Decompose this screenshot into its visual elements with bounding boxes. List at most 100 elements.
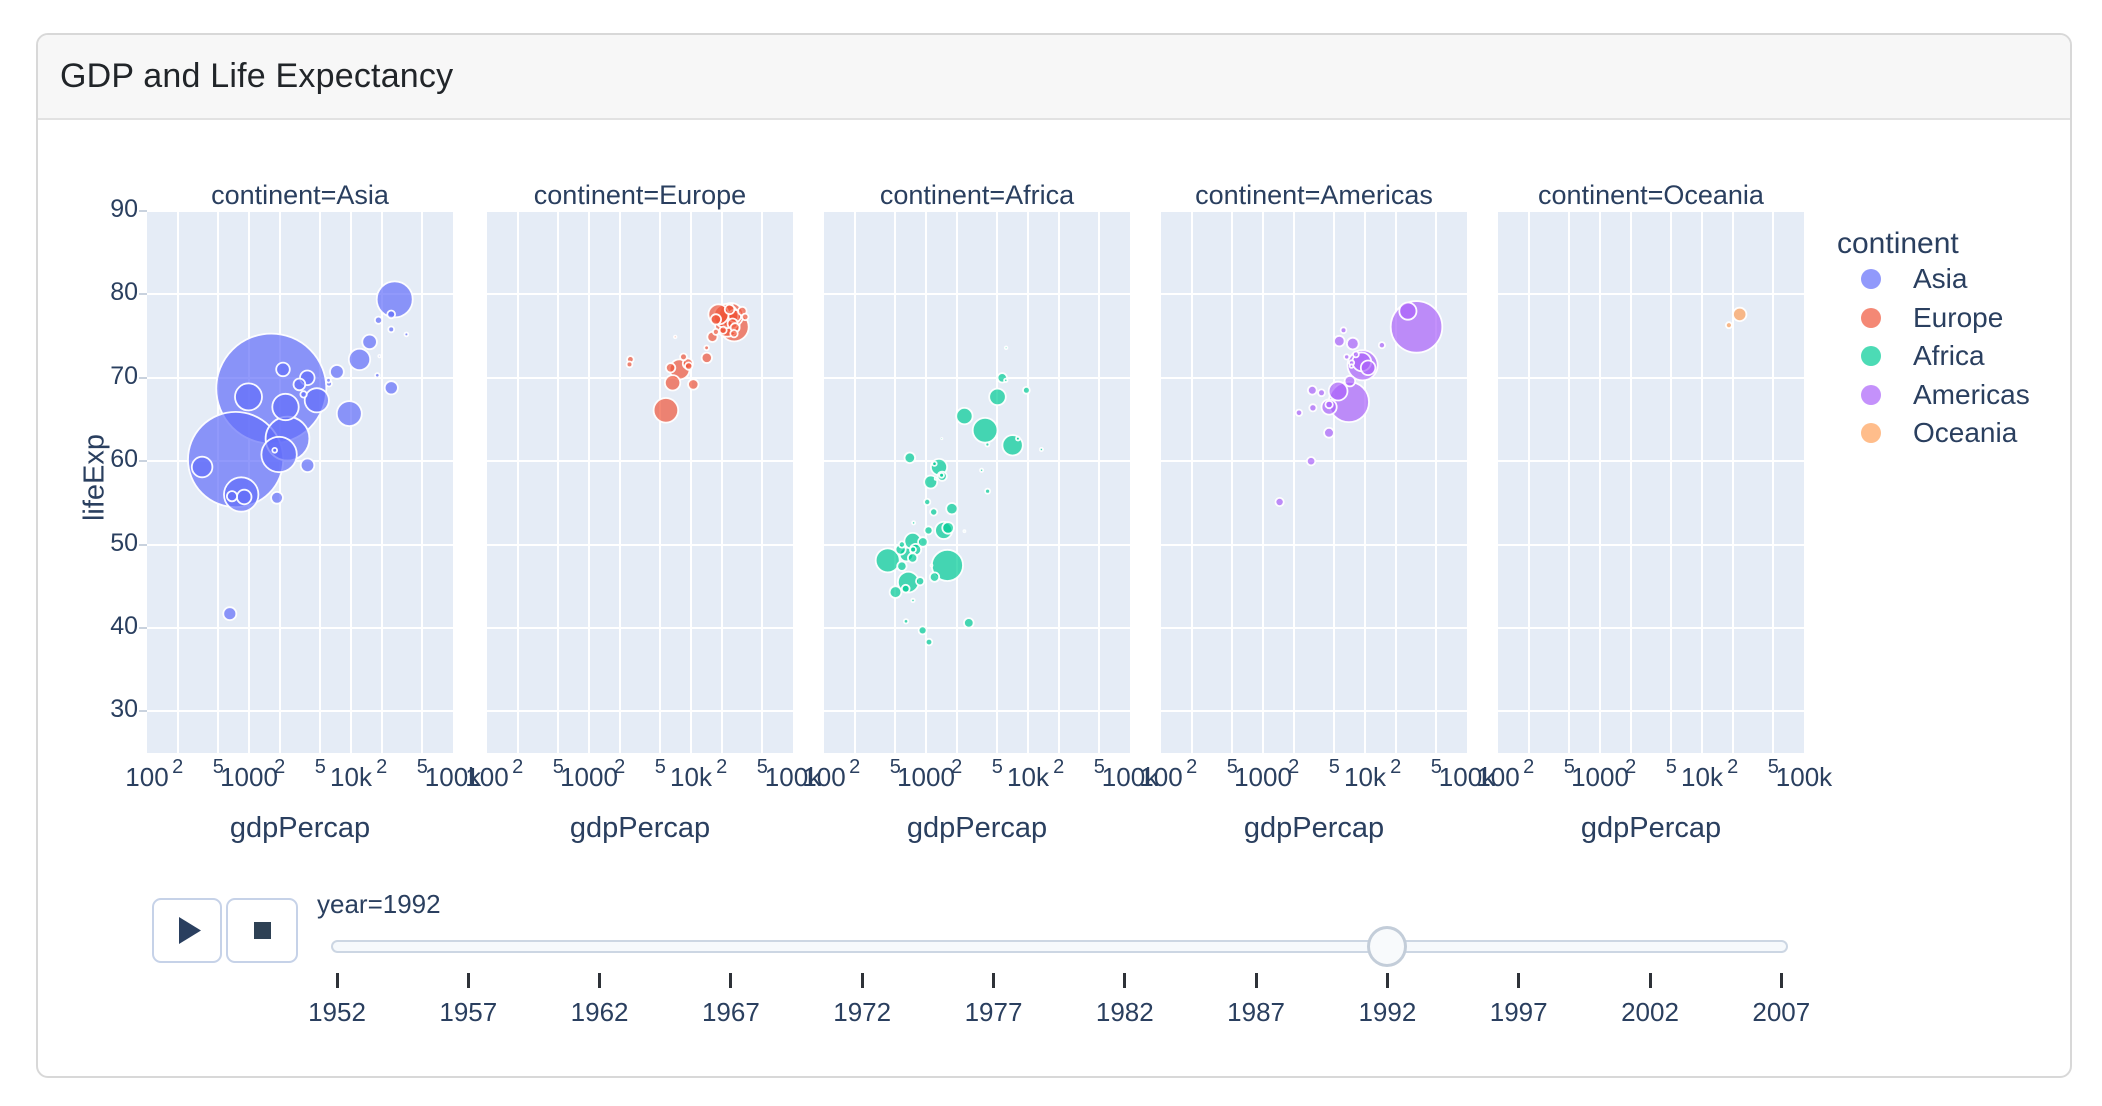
slider-tick-label[interactable]: 1997 [1489, 997, 1548, 1027]
data-point-bubble[interactable] [1308, 403, 1318, 413]
slider-tick[interactable] [1517, 973, 1521, 988]
data-point-bubble[interactable] [988, 387, 1007, 407]
data-point-bubble[interactable] [1398, 301, 1418, 321]
data-point-bubble[interactable] [271, 447, 278, 454]
slider-tick-label[interactable]: 1967 [701, 997, 760, 1027]
data-point-bubble[interactable] [1294, 408, 1304, 417]
data-point-bubble[interactable] [984, 441, 991, 448]
data-point-bubble[interactable] [910, 597, 916, 603]
data-point-bubble[interactable] [292, 377, 307, 392]
data-point-bubble[interactable] [971, 417, 999, 444]
slider-tick[interactable] [860, 973, 864, 988]
data-point-bubble[interactable] [945, 502, 959, 516]
data-point-bubble[interactable] [900, 583, 911, 594]
data-point-bubble[interactable] [652, 397, 680, 424]
data-point-bubble[interactable] [917, 625, 928, 636]
slider-tick[interactable] [335, 973, 339, 988]
data-point-bubble[interactable] [222, 606, 238, 622]
data-point-bubble[interactable] [1339, 326, 1348, 334]
data-point-bubble[interactable] [874, 547, 901, 574]
data-point-bubble[interactable] [1343, 353, 1351, 361]
data-point-bubble[interactable] [938, 471, 945, 479]
data-point-bubble[interactable] [962, 529, 967, 534]
data-point-bubble[interactable] [1359, 359, 1377, 377]
data-point-bubble[interactable] [924, 637, 934, 647]
data-point-bubble[interactable] [303, 387, 330, 414]
data-point-bubble[interactable] [235, 488, 253, 506]
data-point-bubble[interactable] [335, 400, 363, 428]
data-point-bubble[interactable] [923, 525, 934, 536]
data-point-bubble[interactable] [1307, 385, 1318, 396]
data-point-bubble[interactable] [709, 313, 722, 326]
legend-item-oceania[interactable]: Oceania [1855, 414, 2065, 452]
data-point-bubble[interactable] [260, 435, 298, 474]
slider-tick[interactable] [992, 973, 995, 988]
data-point-bubble[interactable] [933, 476, 938, 481]
data-point-bubble[interactable] [1022, 386, 1031, 395]
slider-tick[interactable] [1254, 973, 1258, 988]
data-point-bubble[interactable] [299, 390, 308, 399]
data-point-bubble[interactable] [361, 333, 378, 351]
data-point-bubble[interactable] [1346, 336, 1360, 351]
data-point-bubble[interactable] [1732, 306, 1748, 323]
slider-tick[interactable] [1779, 973, 1783, 988]
data-point-bubble[interactable] [275, 361, 291, 378]
data-point-bubble[interactable] [711, 328, 720, 336]
data-point-bubble[interactable] [1323, 427, 1335, 439]
data-point-bubble[interactable] [665, 362, 677, 374]
data-point-bubble[interactable] [664, 374, 682, 392]
data-point-bubble[interactable] [1317, 388, 1326, 398]
data-point-bubble[interactable] [1324, 399, 1334, 410]
legend-item-americas[interactable]: Americas [1855, 376, 2065, 414]
data-point-bubble[interactable] [684, 361, 694, 371]
data-point-bubble[interactable] [687, 378, 700, 391]
slider-tick[interactable] [598, 973, 602, 988]
data-point-bubble[interactable] [1333, 334, 1346, 348]
data-point-bubble[interactable] [928, 571, 941, 583]
data-point-bubble[interactable] [329, 364, 345, 380]
data-point-bubble[interactable] [730, 302, 734, 307]
data-point-bubble[interactable] [907, 552, 919, 564]
data-point-bubble[interactable] [911, 520, 917, 526]
data-point-bubble[interactable] [909, 545, 917, 554]
data-point-bubble[interactable] [897, 540, 906, 549]
data-point-bubble[interactable] [270, 490, 284, 505]
data-point-bubble[interactable] [1003, 345, 1009, 350]
play-button[interactable] [152, 898, 222, 963]
slider-tick[interactable] [1648, 973, 1652, 988]
slider-tick-label[interactable]: 2002 [1621, 997, 1679, 1027]
data-point-bubble[interactable] [941, 521, 955, 535]
legend-item-africa[interactable]: Africa [1855, 337, 2065, 375]
data-point-bubble[interactable] [929, 563, 934, 568]
data-point-bubble[interactable] [700, 351, 713, 364]
data-point-bubble[interactable] [729, 329, 739, 339]
data-point-bubble[interactable] [299, 457, 316, 474]
data-point-bubble[interactable] [984, 487, 992, 495]
data-point-bubble[interactable] [234, 382, 263, 412]
slider-tick-label[interactable]: 1987 [1227, 997, 1286, 1027]
data-point-bubble[interactable] [931, 460, 938, 467]
slider-tick[interactable] [1385, 973, 1389, 988]
data-point-bubble[interactable] [377, 354, 382, 359]
data-point-bubble[interactable] [672, 334, 678, 340]
legend-item-europe[interactable]: Europe [1855, 299, 2065, 337]
data-point-bubble[interactable] [929, 507, 939, 517]
data-point-bubble[interactable] [386, 309, 397, 320]
slider-tick-label[interactable]: 1952 [308, 997, 366, 1027]
data-point-bubble[interactable] [923, 497, 932, 506]
data-point-bubble[interactable] [741, 312, 750, 322]
slider-track[interactable] [331, 940, 1788, 953]
slider-handle[interactable] [1367, 926, 1408, 967]
data-point-bubble[interactable] [955, 407, 974, 426]
data-point-bubble[interactable] [373, 315, 383, 325]
data-point-bubble[interactable] [625, 360, 634, 369]
slider-tick[interactable] [729, 973, 733, 988]
slider-tick-label[interactable]: 1962 [570, 997, 629, 1027]
data-point-bubble[interactable] [963, 617, 975, 629]
data-point-bubble[interactable] [703, 344, 710, 351]
data-point-bubble[interactable] [888, 585, 903, 599]
data-point-bubble[interactable] [679, 352, 688, 362]
data-point-bubble[interactable] [383, 380, 399, 396]
data-point-bubble[interactable] [1327, 380, 1349, 402]
data-point-bubble[interactable] [915, 576, 926, 587]
